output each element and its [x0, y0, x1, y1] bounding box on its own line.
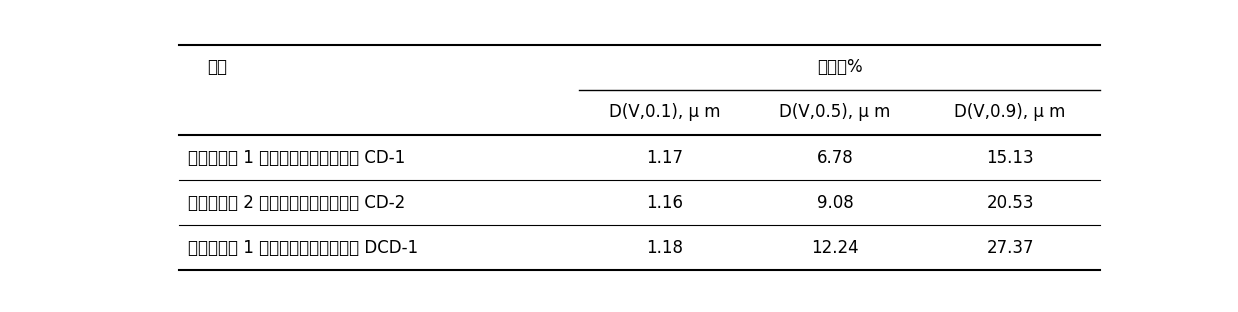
Text: D(V,0.9), μ m: D(V,0.9), μ m [954, 103, 1066, 121]
Text: D(V,0.1), μ m: D(V,0.1), μ m [609, 103, 721, 121]
Text: 采用实施例 2 制备的含稀土的沉淠物 CD-2: 采用实施例 2 制备的含稀土的沉淠物 CD-2 [188, 194, 406, 212]
Text: 项目: 项目 [208, 58, 228, 76]
Text: 20.53: 20.53 [987, 194, 1034, 212]
Text: 9.08: 9.08 [817, 194, 853, 212]
Text: D(V,0.5), μ m: D(V,0.5), μ m [779, 103, 890, 121]
Text: 1.18: 1.18 [646, 239, 683, 257]
Text: 15.13: 15.13 [987, 149, 1034, 167]
Text: 采用对比例 1 制备的含稀土的沉淠物 DCD-1: 采用对比例 1 制备的含稀土的沉淠物 DCD-1 [188, 239, 418, 257]
Text: 1.17: 1.17 [646, 149, 683, 167]
Text: 粒度，%: 粒度，% [817, 58, 863, 76]
Text: 1.16: 1.16 [646, 194, 683, 212]
Text: 27.37: 27.37 [987, 239, 1034, 257]
Text: 12.24: 12.24 [811, 239, 859, 257]
Text: 6.78: 6.78 [817, 149, 853, 167]
Text: 采用实施例 1 制备的含稀土的沉淠物 CD-1: 采用实施例 1 制备的含稀土的沉淠物 CD-1 [188, 149, 406, 167]
